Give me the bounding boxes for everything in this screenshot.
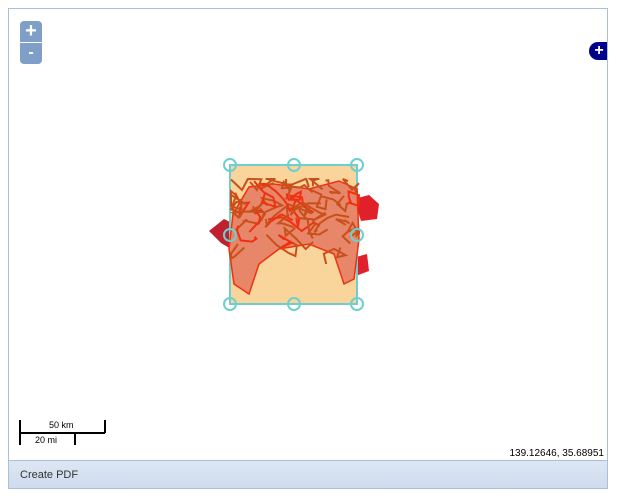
road bbox=[253, 180, 277, 209]
scale-mi-label: 20 mi bbox=[35, 435, 58, 445]
road bbox=[229, 200, 248, 220]
road bbox=[342, 178, 360, 195]
road bbox=[307, 178, 324, 191]
road bbox=[230, 177, 263, 192]
red-region-east bbox=[349, 195, 379, 277]
road bbox=[322, 247, 349, 265]
mouse-position: 139.12646, 35.68951 bbox=[509, 448, 604, 459]
road bbox=[285, 190, 303, 201]
road bbox=[286, 183, 323, 196]
layer-switcher-button[interactable]: + bbox=[589, 42, 607, 60]
map-features bbox=[19, 158, 379, 445]
road bbox=[300, 200, 328, 222]
road bbox=[335, 218, 351, 226]
scale-bar: 50 km 20 mi bbox=[20, 419, 110, 449]
road bbox=[349, 227, 362, 238]
road bbox=[277, 234, 294, 249]
resize-handles[interactable] bbox=[223, 158, 364, 311]
road bbox=[275, 207, 295, 229]
road bbox=[230, 243, 245, 261]
road bbox=[283, 225, 314, 251]
road bbox=[230, 210, 266, 221]
zoom-out-button[interactable]: - bbox=[20, 43, 42, 64]
road bbox=[347, 189, 361, 208]
road bbox=[289, 202, 322, 216]
road bbox=[230, 194, 243, 211]
road bbox=[265, 233, 298, 258]
map-viewport[interactable]: + - + 50 km 20 mi 139.12646, 35.68951 bbox=[8, 8, 608, 461]
road bbox=[315, 195, 342, 211]
road bbox=[280, 178, 291, 193]
zoom-in-button[interactable]: + bbox=[20, 21, 42, 42]
road-network bbox=[229, 177, 362, 265]
road bbox=[291, 198, 308, 227]
road bbox=[259, 182, 292, 213]
footer-bar: Create PDF bbox=[8, 460, 608, 489]
road bbox=[298, 217, 329, 236]
road bbox=[236, 225, 258, 243]
road bbox=[313, 213, 350, 234]
road bbox=[341, 220, 358, 245]
scale-km-label: 50 km bbox=[49, 420, 74, 430]
road bbox=[325, 179, 341, 195]
scale-line bbox=[19, 420, 106, 445]
create-pdf-button[interactable]: Create PDF bbox=[20, 469, 79, 481]
